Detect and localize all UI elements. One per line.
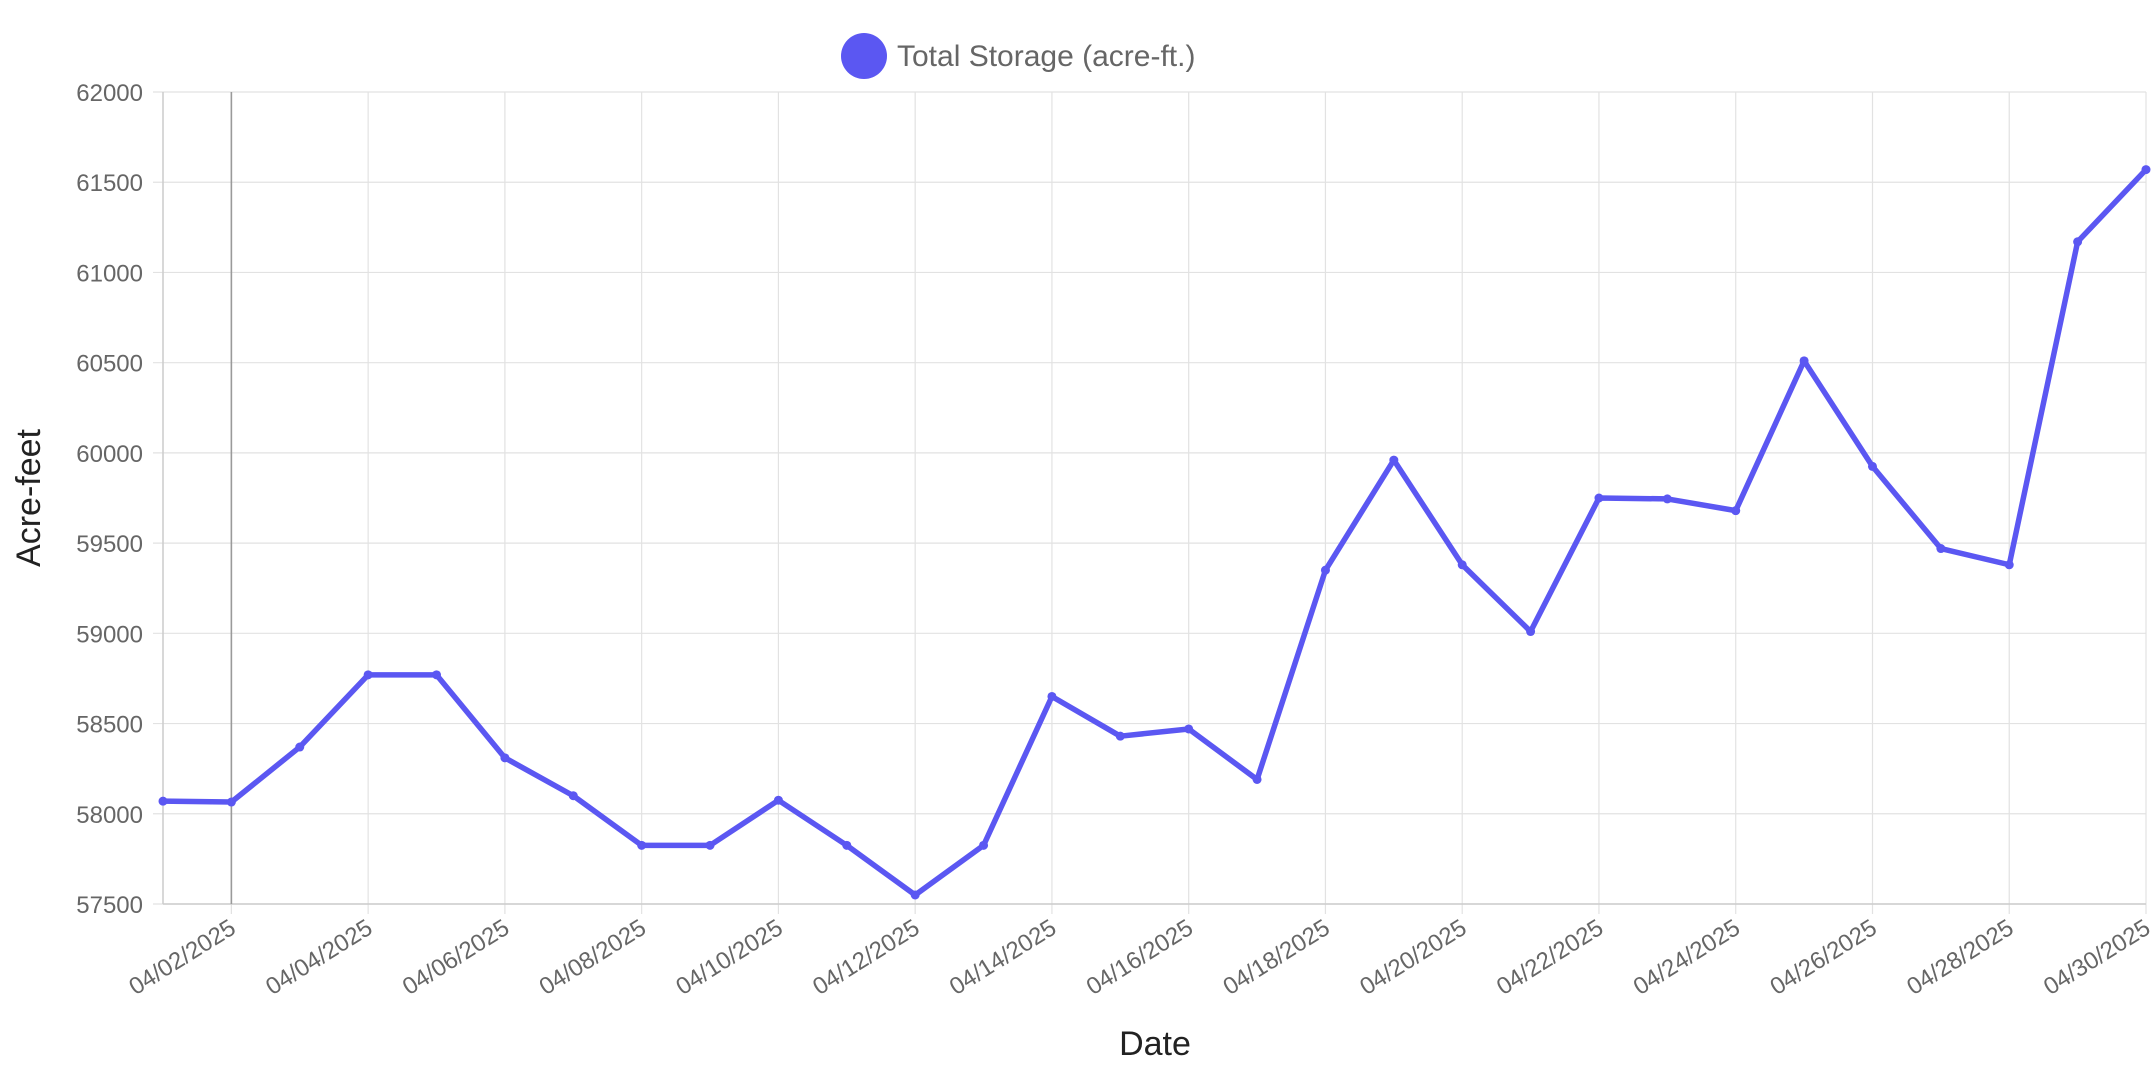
- data-point[interactable]: [1457, 560, 1467, 570]
- data-point[interactable]: [1594, 493, 1604, 503]
- data-point[interactable]: [1047, 691, 1057, 701]
- data-point[interactable]: [1526, 627, 1536, 637]
- series-total-storage: [158, 165, 2151, 900]
- x-tick-label: 04/30/2025: [2039, 914, 2152, 1001]
- data-point[interactable]: [1184, 724, 1194, 734]
- data-point[interactable]: [295, 742, 305, 752]
- data-point[interactable]: [910, 890, 920, 900]
- x-tick-label: 04/14/2025: [945, 914, 1061, 1001]
- legend[interactable]: Total Storage (acre-ft.): [841, 33, 1195, 79]
- data-point[interactable]: [1115, 731, 1125, 741]
- data-point[interactable]: [2073, 237, 2083, 247]
- x-tick-label: 04/02/2025: [124, 914, 240, 1001]
- legend-swatch: [841, 33, 887, 79]
- data-point[interactable]: [1936, 544, 1946, 554]
- x-tick-label: 04/12/2025: [808, 914, 924, 1001]
- data-point[interactable]: [226, 797, 236, 807]
- data-point[interactable]: [1799, 356, 1809, 366]
- data-point[interactable]: [1252, 774, 1262, 784]
- data-point[interactable]: [705, 840, 715, 850]
- gridlines: [153, 91, 2147, 914]
- data-point[interactable]: [2141, 165, 2151, 175]
- x-tick-label: 04/06/2025: [398, 914, 514, 1001]
- x-axis-title: Date: [1119, 1025, 1191, 1063]
- y-tick-label: 61500: [76, 170, 143, 197]
- data-point[interactable]: [773, 795, 783, 805]
- data-point[interactable]: [1320, 565, 1330, 575]
- legend-label: Total Storage (acre-ft.): [897, 40, 1195, 73]
- data-point[interactable]: [1389, 455, 1399, 465]
- x-tick-label: 04/04/2025: [261, 914, 377, 1001]
- data-point[interactable]: [432, 670, 442, 680]
- x-tick-label: 04/28/2025: [1902, 914, 2018, 1001]
- y-tick-label: 57500: [76, 892, 143, 919]
- data-point[interactable]: [1731, 506, 1741, 516]
- x-tick-label: 04/26/2025: [1765, 914, 1881, 1001]
- x-tick-label: 04/18/2025: [1218, 914, 1334, 1001]
- y-tick-label: 60000: [76, 441, 143, 468]
- data-point[interactable]: [500, 753, 510, 763]
- x-tick-label: 04/10/2025: [671, 914, 787, 1001]
- y-tick-label: 59000: [76, 621, 143, 648]
- data-point[interactable]: [979, 840, 989, 850]
- data-point[interactable]: [363, 670, 373, 680]
- data-point[interactable]: [842, 840, 852, 850]
- y-tick-label: 60500: [76, 351, 143, 378]
- y-tick-label: 58000: [76, 802, 143, 829]
- data-point[interactable]: [1662, 494, 1672, 504]
- series-line: [160, 166, 2149, 898]
- y-tick-label: 61000: [76, 260, 143, 287]
- data-point[interactable]: [2004, 560, 2014, 570]
- data-point[interactable]: [1867, 461, 1877, 471]
- x-tick-label: 04/22/2025: [1492, 914, 1608, 1001]
- x-tick-label: 04/20/2025: [1355, 914, 1471, 1001]
- y-tick-label: 62000: [76, 80, 143, 107]
- x-tick-label: 04/08/2025: [535, 914, 651, 1001]
- y-tick-label: 58500: [76, 712, 143, 739]
- data-point[interactable]: [568, 791, 578, 801]
- y-tick-label: 59500: [76, 531, 143, 558]
- axes: 57500 58000 58500 59000 59500 60000 60500 61000…: [76, 80, 2152, 1001]
- data-point[interactable]: [637, 840, 647, 850]
- data-point[interactable]: [158, 796, 168, 806]
- y-axis-title: Acre-feet: [10, 428, 48, 566]
- x-tick-label: 04/16/2025: [1082, 914, 1198, 1001]
- x-tick-label: 04/24/2025: [1629, 914, 1745, 1001]
